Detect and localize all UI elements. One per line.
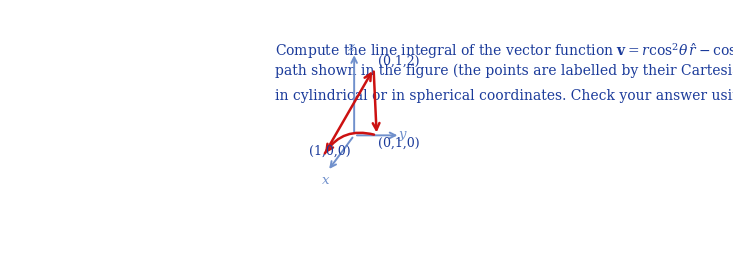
Text: (0,1,0): (0,1,0) (377, 137, 419, 150)
Text: in cylindrical or in spherical coordinates. Check your answer using Stokes’ theo: in cylindrical or in spherical coordinat… (276, 89, 733, 103)
Text: $z$: $z$ (347, 41, 356, 54)
Text: (1,0,0): (1,0,0) (309, 145, 350, 158)
Text: (0,1,2): (0,1,2) (377, 55, 419, 68)
Text: path shown in the figure (the points are labelled by their Cartesian coordinates: path shown in the figure (the points are… (276, 64, 733, 78)
Text: $x$: $x$ (321, 174, 330, 187)
Text: $y$: $y$ (398, 129, 408, 143)
Text: Compute the line integral of the vector function $\mathbf{v} = r\cos^2\!\theta\,: Compute the line integral of the vector … (276, 38, 733, 61)
